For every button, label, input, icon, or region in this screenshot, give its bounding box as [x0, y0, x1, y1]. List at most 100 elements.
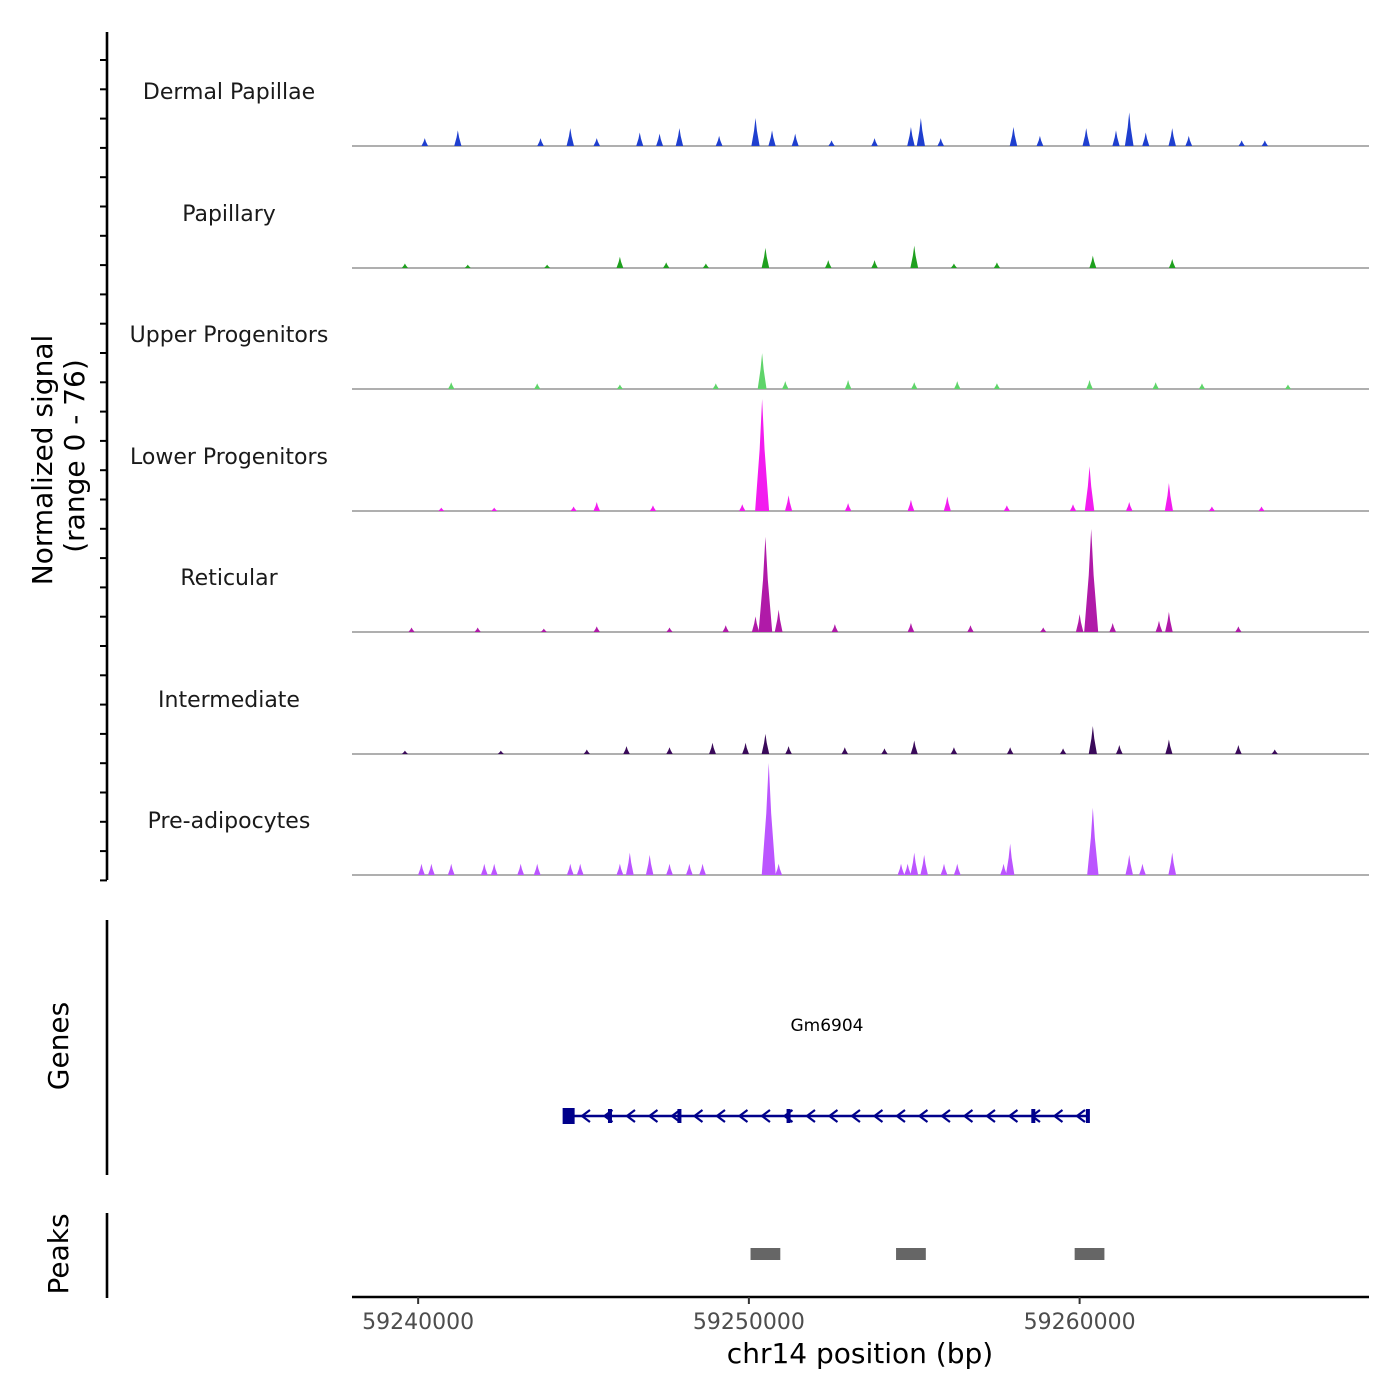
signal-peak — [401, 263, 409, 268]
signal-peak — [1125, 502, 1133, 511]
signal-peak — [421, 138, 429, 146]
signal-peak — [712, 383, 720, 389]
x-tick-label-2: 59260000 — [1024, 1310, 1136, 1335]
signal-peak — [828, 140, 835, 146]
signal-peak — [1165, 739, 1173, 754]
signal-peak — [662, 262, 670, 268]
signal-peak — [1168, 852, 1177, 875]
signal-peak — [699, 863, 707, 875]
signal-peak — [1139, 863, 1146, 875]
signal-peak — [517, 863, 525, 875]
signal-peak — [1109, 623, 1117, 632]
signal-peak — [533, 383, 541, 389]
signal-peak — [702, 263, 710, 268]
signal-peak — [907, 623, 915, 632]
strand-arrow — [962, 1109, 974, 1123]
signal-peak — [491, 507, 498, 511]
signal-peak — [1198, 383, 1206, 389]
signal-peak — [1088, 726, 1097, 754]
signal-peak — [438, 507, 445, 511]
signal-peak — [758, 536, 773, 632]
x-tick-label-1: 59250000 — [693, 1310, 805, 1335]
signal-peak — [881, 748, 888, 754]
strand-arrow — [1007, 1109, 1019, 1123]
x-tick-label-0: 59240000 — [362, 1310, 474, 1335]
signal-peak — [1155, 620, 1163, 632]
signal-peak — [1284, 384, 1292, 389]
signal-peak — [570, 506, 577, 511]
signal-peak — [757, 353, 767, 389]
signal-peak — [751, 616, 760, 632]
coverage-tracks — [352, 112, 1369, 876]
signal-peak — [533, 863, 541, 875]
signal-peak — [950, 747, 958, 754]
track-label-pre-adipocytes: Pre-adipocytes — [148, 809, 311, 834]
strand-arrow — [827, 1109, 839, 1123]
signal-peak — [1084, 466, 1095, 511]
strand-arrow — [760, 1109, 771, 1123]
track-papillary — [352, 245, 1369, 269]
signal-peak — [761, 247, 770, 268]
strand-arrow — [647, 1109, 659, 1123]
track-reticular — [352, 528, 1369, 633]
strand-arrow — [895, 1109, 906, 1123]
signal-peak — [1165, 611, 1173, 632]
signal-peak — [761, 763, 776, 875]
signal-peak — [666, 627, 673, 632]
signal-peak — [1208, 506, 1216, 511]
gene-exon — [562, 1108, 575, 1124]
signal-peak — [490, 863, 498, 875]
signal-peak — [785, 746, 792, 754]
signal-peak — [715, 135, 723, 146]
signal-peak — [1168, 259, 1176, 268]
signal-peak — [953, 381, 961, 389]
peaks-axis-title: Peaks — [42, 1213, 75, 1294]
signal-peak — [775, 863, 783, 875]
signal-peak — [645, 854, 654, 875]
signal-peak — [464, 264, 471, 268]
signal-peak — [910, 382, 918, 389]
signal-peak — [454, 130, 462, 146]
signal-peak — [1185, 135, 1193, 146]
strand-arrow — [625, 1109, 636, 1123]
signal-peak — [666, 747, 673, 754]
signal-peak — [623, 746, 630, 754]
signal-peak — [742, 742, 750, 754]
signal-peak — [1009, 126, 1018, 146]
signal-peak — [447, 863, 455, 875]
signal-peak — [1084, 528, 1099, 632]
signal-peak — [910, 852, 919, 875]
signal-peak — [1112, 130, 1120, 146]
signal-peak — [897, 863, 905, 875]
strand-arrow — [917, 1109, 929, 1123]
signal-peak — [497, 750, 504, 754]
signal-peak — [636, 132, 644, 146]
track-label-reticular: Reticular — [180, 566, 278, 591]
signal-peak — [781, 381, 789, 389]
strand-arrow — [715, 1109, 726, 1123]
gene-exon — [1085, 1109, 1090, 1123]
track-upper-progenitors — [352, 353, 1369, 390]
signal-peak — [1059, 748, 1067, 754]
signal-peak — [824, 260, 832, 268]
signal-peak — [566, 863, 574, 875]
signal-peak — [540, 628, 547, 632]
signal-peak — [751, 118, 760, 146]
gene-model — [562, 1108, 1090, 1124]
track-label-upper-progenitors: Upper Progenitors — [130, 323, 329, 348]
signal-peak — [831, 624, 839, 632]
signal-peak — [1271, 749, 1278, 754]
signal-peak — [1124, 112, 1134, 146]
signal-peak — [566, 128, 574, 146]
signal-y-axis-ticks — [100, 59, 107, 882]
signal-peak — [844, 503, 852, 511]
strand-arrow — [1052, 1109, 1064, 1123]
signal-peak — [1000, 863, 1007, 875]
signal-peak — [774, 609, 783, 632]
signal-peak — [904, 863, 912, 875]
signal-peak — [418, 863, 425, 875]
signal-peak — [1235, 626, 1242, 632]
signal-peak — [937, 138, 945, 146]
peak-region — [1074, 1248, 1105, 1260]
